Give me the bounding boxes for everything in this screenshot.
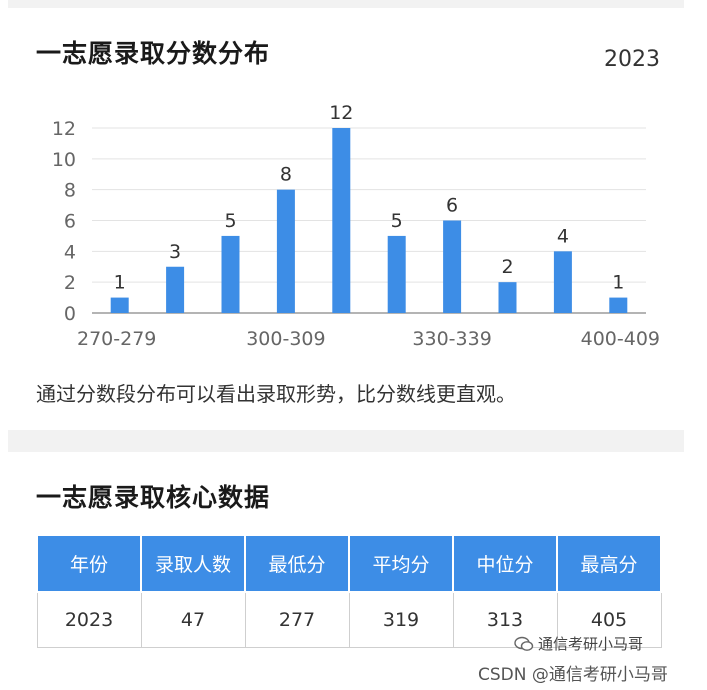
- bar: [443, 220, 462, 313]
- header-year: 年份: [36, 534, 142, 593]
- watermark-account: 通信考研小马哥: [514, 633, 643, 654]
- data-label: 1: [612, 272, 624, 294]
- distribution-section-title: 一志愿录取分数分布: [36, 39, 271, 68]
- data-label: 5: [224, 210, 236, 232]
- data-label: 2: [501, 256, 513, 278]
- watermark-csdn: CSDN @通信考研小马哥: [478, 665, 668, 685]
- wechat-icon: [514, 636, 534, 651]
- data-label: 8: [280, 164, 292, 186]
- bar: [332, 128, 351, 313]
- chart-caption: 通过分数段分布可以看出录取形势，比分数线更直观。: [36, 382, 516, 406]
- x-tick-label: 330-339: [412, 328, 491, 350]
- data-label: 6: [446, 195, 458, 217]
- data-label: 12: [329, 102, 353, 124]
- y-tick-label: 6: [64, 211, 76, 233]
- x-tick-label: 300-309: [246, 328, 325, 350]
- y-tick-label: 2: [64, 272, 76, 294]
- x-tick-label: 400-409: [581, 328, 660, 350]
- header-min-score: 最低分: [244, 534, 350, 593]
- section-divider: [8, 430, 684, 452]
- x-tick-label: 270-279: [77, 328, 156, 350]
- header-median-score: 中位分: [452, 534, 558, 593]
- bar: [387, 235, 406, 313]
- core-data-table: 年份 录取人数 最低分 平均分 中位分 最高分 2023 47 277 319 …: [36, 534, 662, 648]
- bar: [553, 251, 572, 313]
- bar: [166, 266, 185, 313]
- header-admitted-count: 录取人数: [140, 534, 246, 593]
- bar: [276, 189, 295, 313]
- top-divider: [8, 0, 684, 8]
- data-label: 3: [169, 241, 181, 263]
- cell-median-score: 313: [452, 591, 558, 648]
- year-label: 2023: [604, 47, 660, 72]
- y-tick-label: 12: [52, 118, 76, 140]
- table-header-row: 年份 录取人数 最低分 平均分 中位分 最高分: [36, 534, 662, 593]
- cell-year: 2023: [36, 591, 142, 648]
- data-label: 5: [391, 210, 403, 232]
- bar: [221, 235, 240, 313]
- y-tick-label: 8: [64, 180, 76, 202]
- header-avg-score: 平均分: [348, 534, 454, 593]
- data-label: 4: [557, 225, 569, 247]
- table-row: 2023 47 277 319 313 405: [36, 591, 662, 648]
- bar: [498, 282, 517, 313]
- data-label: 1: [114, 272, 126, 294]
- y-tick-label: 4: [64, 241, 76, 263]
- bar: [110, 297, 129, 313]
- cell-avg-score: 319: [348, 591, 454, 648]
- cell-admitted-count: 47: [140, 591, 246, 648]
- y-tick-label: 0: [64, 303, 76, 325]
- cell-min-score: 277: [244, 591, 350, 648]
- bar: [609, 297, 628, 313]
- score-distribution-chart: 0 2 4 6 8 10 12 1 3 5 8 12 5 6 2 4 1 270-279 300-309 330-33…: [52, 102, 660, 350]
- y-tick-label: 10: [52, 149, 76, 171]
- watermark-account-text: 通信考研小马哥: [538, 635, 644, 653]
- header-max-score: 最高分: [556, 534, 662, 593]
- cell-max-score: 405: [556, 591, 662, 648]
- core-data-section-title: 一志愿录取核心数据: [36, 483, 271, 512]
